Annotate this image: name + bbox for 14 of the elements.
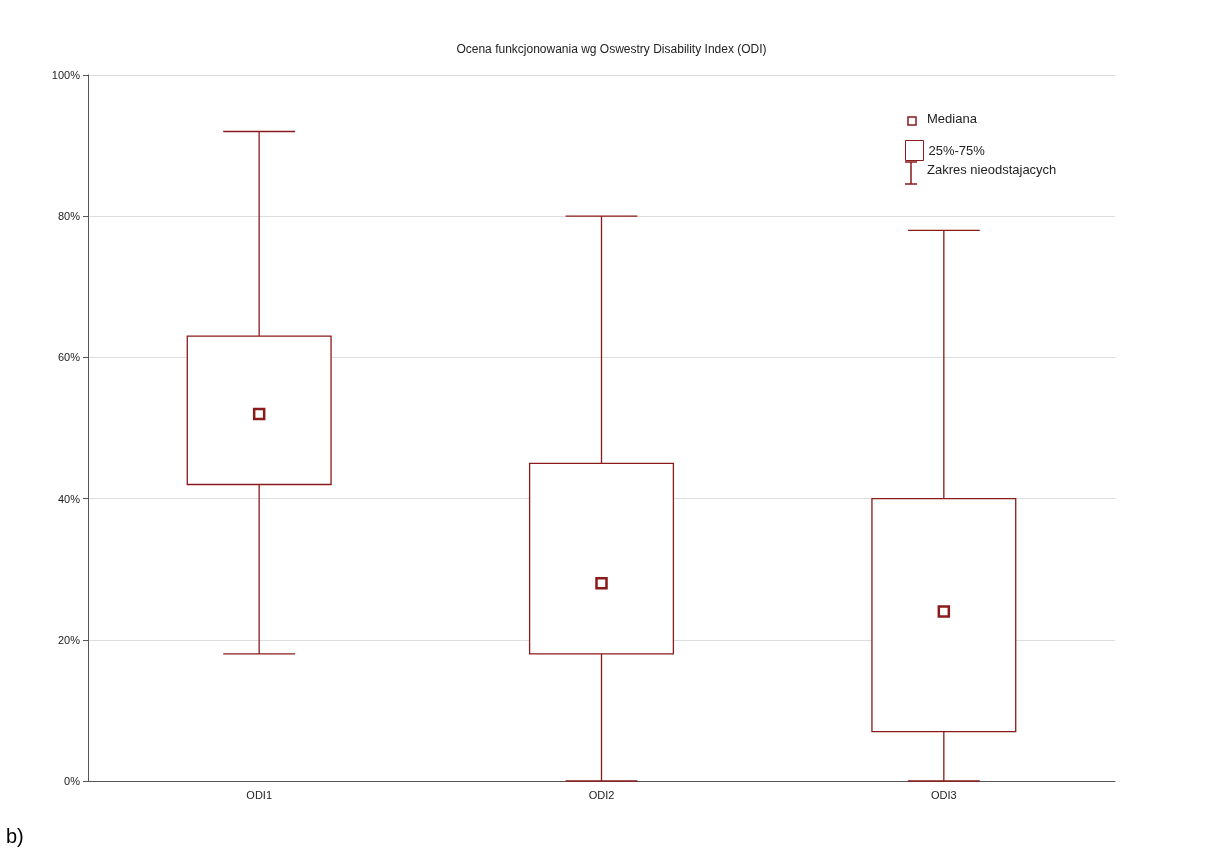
y-tick-label: 20%	[57, 633, 81, 646]
annotation: Zakres nieodstajacych	[927, 162, 1057, 177]
x-tick-label: ODI3	[930, 788, 957, 801]
annotation: Mediana	[927, 111, 978, 126]
y-tick-label: 40%	[57, 492, 81, 505]
x-tick-label: ODI1	[246, 788, 273, 801]
legend-label: 25%-75%	[928, 143, 986, 158]
y-tick-label: 80%	[57, 210, 81, 223]
y-tick-label: 100%	[51, 69, 81, 81]
y-tick-label: 60%	[57, 351, 81, 364]
text: b)	[6, 825, 24, 847]
y-tick-label: 0%	[64, 775, 81, 787]
x-tick-label: ODI2	[588, 788, 615, 801]
chart-title: Ocena funkcjonowania wg Oswestry Disability Index (ODI)	[456, 42, 767, 56]
